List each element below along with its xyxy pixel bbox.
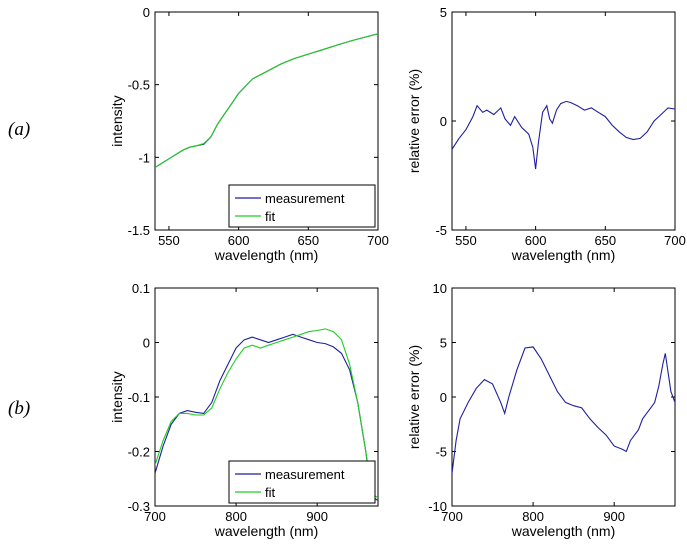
x-tick-label: 800 [522,509,544,524]
series-line-relative-error [452,346,675,474]
x-axis-label: wavelength (nm) [214,247,319,263]
chart-a-intensity: 550 600 650 700 -1.5 -1 -0.5 0 wavelength (nm) in… [109,5,389,263]
y-tick-label: -1.5 [128,223,150,238]
row-label-b: (b) [8,398,30,419]
x-tick-label: 550 [158,233,180,248]
y-tick-label: -0.3 [128,499,150,514]
legend-box [228,460,376,504]
legend-label-measurement: measurement [265,191,345,206]
plot-area [451,11,676,231]
x-tick-label: 900 [603,509,625,524]
x-tick-label: 900 [306,509,328,524]
x-tick-label: 700 [367,233,389,248]
chart-a-error: 550 600 650 700 -5 0 5 wavelength (nm) relative … [406,5,686,263]
x-tick-label: 600 [228,233,250,248]
y-tick-label: 5 [440,5,447,20]
y-tick-label: -5 [435,223,447,238]
y-axis-label: intensity [109,95,125,146]
x-tick-label: 700 [664,233,686,248]
y-axis-label: relative error (%) [406,69,422,173]
y-tick-label: 0 [440,390,447,405]
chart-b-error: 700 800 900 -10 -5 0 5 10 wavelength (nm) relativ… [406,281,676,539]
y-tick-label: -1 [138,150,150,165]
y-tick-label: -0.5 [128,78,150,93]
y-tick-label: -0.2 [128,445,150,460]
x-axis-label: wavelength (nm) [511,523,616,539]
y-axis-label: intensity [109,371,125,422]
x-tick-label: 700 [144,509,166,524]
plot-area [451,287,676,507]
y-axis-label: relative error (%) [406,345,422,449]
legend-box [228,184,376,228]
plot-area [154,11,379,231]
legend-label-fit: fit [265,209,276,224]
y-tick-label: -0.1 [128,390,150,405]
series-line-measurement [155,333,378,502]
y-tick-label: -10 [428,499,447,514]
x-tick-label: 600 [525,233,547,248]
chart-b-intensity: 700 800 900 -0.3 -0.2 -0.1 0 0.1 wavelength (nm)… [109,281,379,539]
legend: measurement fit [228,184,376,228]
legend-label-measurement: measurement [265,467,345,482]
y-tick-label: 5 [440,336,447,351]
y-tick-label: 0 [143,336,150,351]
y-tick-label: 0 [143,5,150,20]
x-axis-label: wavelength (nm) [511,247,616,263]
row-label-a: (a) [8,119,30,140]
y-tick-label: 10 [433,281,447,296]
series-line-relative-error [452,100,675,170]
x-tick-label: 550 [455,233,477,248]
legend-label-fit: fit [265,485,276,500]
x-axis-label: wavelength (nm) [214,523,319,539]
x-tick-label: 800 [225,509,247,524]
series-line-fit [155,328,378,499]
y-tick-label: 0 [440,114,447,129]
x-tick-label: 650 [297,233,319,248]
series-line-fit [155,33,378,168]
legend: measurement fit [228,460,376,504]
x-tick-label: 700 [441,509,463,524]
y-tick-label: -5 [435,445,447,460]
y-tick-label: 0.1 [132,281,150,296]
x-tick-label: 650 [594,233,616,248]
